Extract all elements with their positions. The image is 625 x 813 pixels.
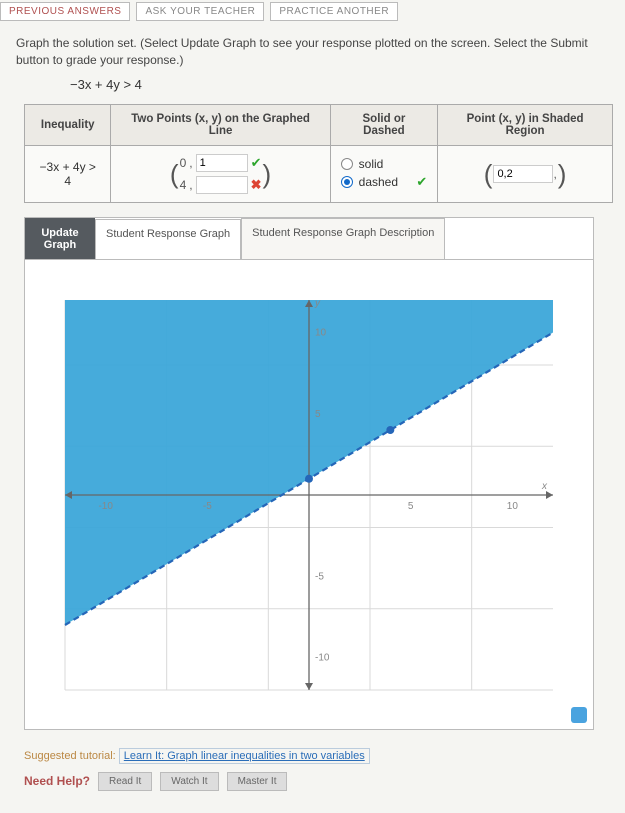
graph-svg: -10 -5 5 10 10 5 -5 -10 y x <box>25 260 593 729</box>
suggested-prefix: Suggested tutorial: <box>24 750 119 762</box>
instructions-text: Graph the solution set. (Select Update G… <box>0 29 625 73</box>
left-paren-icon: ( <box>169 161 180 187</box>
svg-text:y: y <box>314 298 321 309</box>
svg-text:5: 5 <box>315 408 321 419</box>
left-paren-icon: ( <box>483 161 494 187</box>
cross-icon: ✖ <box>251 177 262 193</box>
suggested-tutorial: Suggested tutorial: Learn It: Graph line… <box>0 740 625 768</box>
svg-text:-5: -5 <box>203 501 212 512</box>
update-graph-button[interactable]: Update Graph <box>25 218 95 259</box>
answer-table: Inequality Two Points (x, y) on the Grap… <box>24 104 613 203</box>
radio-dashed[interactable] <box>341 176 353 188</box>
svg-text:x: x <box>541 481 548 492</box>
svg-text:-5: -5 <box>315 571 324 582</box>
radio-solid-label: solid <box>359 157 384 171</box>
col-inequality: Inequality <box>25 104 111 145</box>
point1-y-input[interactable] <box>196 154 248 172</box>
watch-it-button[interactable]: Watch It <box>160 772 218 791</box>
cell-solid-dashed: solid dashed ✔ <box>330 145 438 202</box>
need-help-label: Need Help? <box>24 774 90 788</box>
previous-answers-button[interactable]: PREVIOUS ANSWERS <box>0 2 130 21</box>
suggested-link[interactable]: Learn It: Graph linear inequalities in t… <box>119 748 370 764</box>
cell-two-points: ( 0, ✔ 4, ✖ ) <box>111 145 330 202</box>
check-icon: ✔ <box>416 174 427 190</box>
col-shaded-point: Point (x, y) in Shaded Region <box>438 104 613 145</box>
corner-badge-icon <box>571 707 587 723</box>
radio-solid[interactable] <box>341 158 353 170</box>
inequality-formula: −3x + 4y > 4 <box>0 73 625 104</box>
cell-inequality: −3x + 4y > 4 <box>25 145 111 202</box>
svg-text:-10: -10 <box>98 501 113 512</box>
col-two-points: Two Points (x, y) on the Graphed Line <box>111 104 330 145</box>
radio-dashed-label: dashed <box>359 175 398 189</box>
right-paren-icon: ) <box>262 161 273 187</box>
graph-box: Update Graph Student Response Graph Stud… <box>24 217 594 730</box>
ask-teacher-button[interactable]: ASK YOUR TEACHER <box>136 2 264 21</box>
svg-text:-10: -10 <box>315 652 330 663</box>
point2-x-label: 4 <box>180 178 187 192</box>
master-it-button[interactable]: Master It <box>227 772 288 791</box>
tab-student-desc[interactable]: Student Response Graph Description <box>241 218 445 259</box>
svg-text:10: 10 <box>315 327 327 338</box>
shaded-point-input[interactable] <box>493 165 553 183</box>
tab-student-graph[interactable]: Student Response Graph <box>95 219 241 260</box>
cell-shaded-point: ( , ) <box>438 145 613 202</box>
graph-area: -10 -5 5 10 10 5 -5 -10 y x <box>25 259 593 729</box>
point2-y-input[interactable] <box>196 176 248 194</box>
practice-another-button[interactable]: PRACTICE ANOTHER <box>270 2 398 21</box>
svg-text:5: 5 <box>408 501 414 512</box>
right-paren-icon: ) <box>557 161 568 187</box>
check-icon: ✔ <box>251 155 262 171</box>
col-solid-dashed: Solid or Dashed <box>330 104 438 145</box>
read-it-button[interactable]: Read It <box>98 772 152 791</box>
svg-text:10: 10 <box>507 501 519 512</box>
point1-x-label: 0 <box>180 156 187 170</box>
